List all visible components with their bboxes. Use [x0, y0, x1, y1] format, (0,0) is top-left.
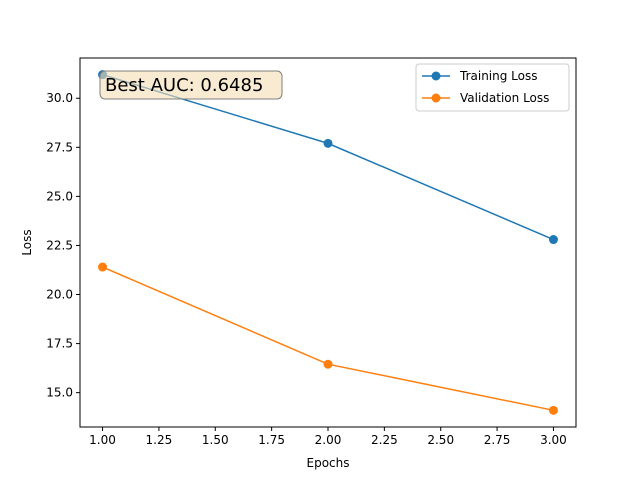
legend-marker-training-loss: [431, 71, 441, 81]
validation-loss-line: [102, 266, 554, 412]
validation-loss-point: [323, 359, 333, 369]
y-tick-label: 25.0: [46, 189, 73, 203]
plot-frame: [79, 57, 577, 428]
y-axis-label: Loss: [20, 229, 34, 255]
y-tick-label: 15.0: [46, 386, 73, 400]
best-auc-annotation: Best AUC: 0.6485: [99, 70, 283, 100]
x-tick-label: 1.75: [258, 433, 285, 447]
series-layer: [98, 70, 558, 415]
x-tick-label: 2.75: [484, 433, 511, 447]
y-tick-label: 22.5: [46, 238, 73, 252]
x-tick-label: 1.50: [202, 433, 229, 447]
legend-marker-validation-loss: [431, 93, 441, 103]
x-tick-label: 2.50: [427, 433, 454, 447]
x-tick-label: 1.00: [89, 433, 116, 447]
legend-label-validation-loss: Validation Loss: [460, 91, 549, 105]
annotation-text: Best AUC: 0.6485: [105, 75, 263, 96]
x-axis-label: Epochs: [307, 456, 350, 470]
y-tick-label: 17.5: [46, 337, 73, 351]
legend-box: [415, 63, 570, 112]
x-tick-label: 1.25: [146, 433, 173, 447]
y-axis-ticks: 15.0 17.5 20.0 22.5 25.0 27.5 30.0: [46, 91, 80, 400]
validation-loss-point: [98, 262, 108, 272]
annotation-box: [99, 70, 283, 100]
x-tick-label: 2.00: [315, 433, 342, 447]
y-tick-label: 20.0: [46, 288, 73, 302]
legend-label-training-loss: Training Loss: [459, 69, 537, 83]
training-loss-point: [548, 235, 558, 245]
legend: Training Loss Validation Loss: [415, 63, 570, 112]
y-tick-label: 30.0: [46, 91, 73, 105]
x-tick-label: 3.00: [540, 433, 567, 447]
x-tick-label: 2.25: [371, 433, 398, 447]
y-tick-label: 27.5: [46, 140, 73, 154]
x-axis-ticks: 1.00 1.25 1.50 1.75 2.00 2.25 2.50 2.75 3.00: [89, 427, 567, 447]
training-loss-point: [323, 138, 333, 148]
validation-loss-point: [548, 405, 558, 415]
